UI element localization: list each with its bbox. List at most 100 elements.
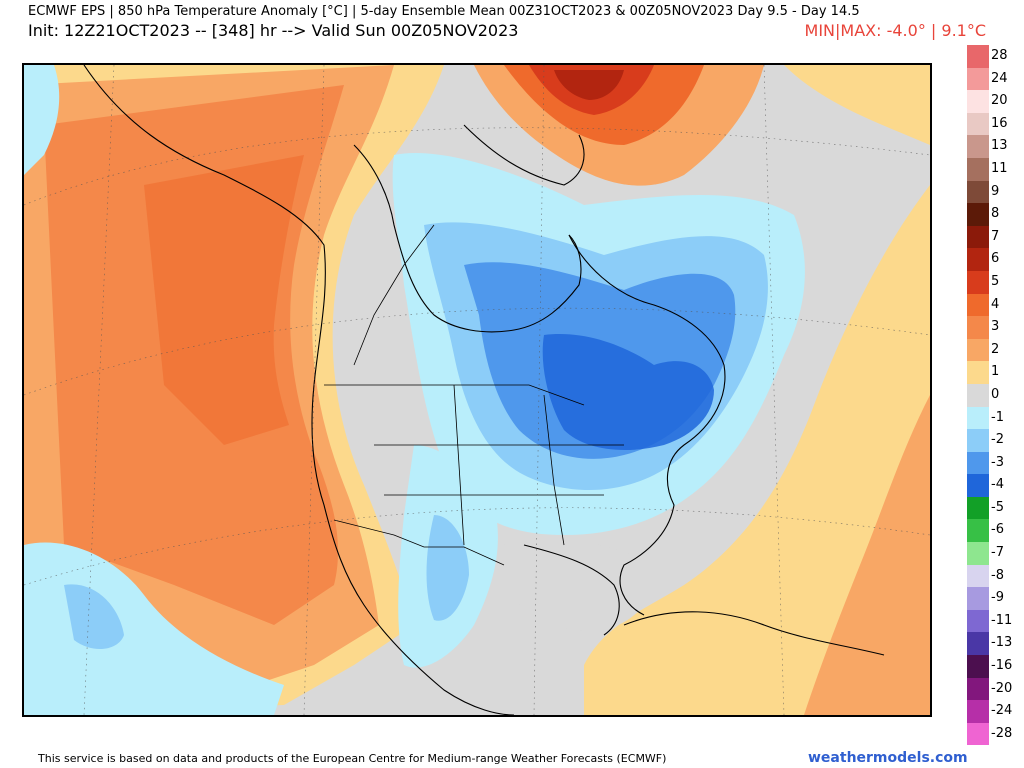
- legend-label: 4: [991, 296, 1000, 312]
- legend-swatch: [967, 542, 989, 565]
- legend-swatch: [967, 203, 989, 226]
- legend-swatch: [967, 338, 989, 362]
- legend-swatch: [967, 519, 989, 543]
- neutral-region-gulf: [504, 540, 652, 631]
- legend-swatch: [967, 587, 989, 610]
- legend-entry: -9: [967, 587, 1019, 610]
- legend-swatch: [967, 700, 989, 723]
- attribution-text: This service is based on data and produc…: [38, 752, 667, 765]
- legend-swatch: [967, 496, 989, 520]
- legend-label: -5: [991, 499, 1004, 515]
- legend-swatch: [967, 406, 989, 430]
- legend-entry: 7: [967, 225, 1019, 249]
- legend-label: 5: [991, 273, 1000, 289]
- legend-entry: 20: [967, 90, 1019, 113]
- legend-label: -2: [991, 432, 1004, 448]
- min-max-readout: MIN|MAX: -4.0° | 9.1°C: [804, 21, 986, 40]
- legend-entry: -2: [967, 429, 1019, 452]
- legend-swatch: [967, 248, 989, 271]
- coastlines: [83, 65, 885, 715]
- legend-entry: 0: [967, 383, 1019, 407]
- legend-entry: -13: [967, 632, 1019, 656]
- legend-entry: -7: [967, 542, 1019, 565]
- warm-region-plus4: [144, 155, 304, 445]
- legend-label: 24: [991, 70, 1008, 86]
- legend-swatch: [967, 67, 989, 91]
- legend-entry: 6: [967, 248, 1019, 271]
- warm-region-atlantic: [584, 185, 930, 715]
- legend-swatch: [967, 429, 989, 452]
- legend-label: 28: [991, 48, 1008, 63]
- legend-swatch: [967, 270, 989, 294]
- legend-label: -7: [991, 545, 1004, 561]
- color-legend: 28 24 20 16 13 11 9 8 7 6 5 4 3 2 1 0 -1 -2 -3 -4 -5 -6 -7 -8 -9…: [967, 45, 1019, 746]
- legend-label: -16: [991, 658, 1013, 674]
- legend-swatch: [967, 655, 989, 678]
- legend-entry: 4: [967, 293, 1019, 317]
- legend-entry: 1: [967, 361, 1019, 384]
- legend-swatch: [967, 316, 989, 339]
- cool-pocket-northwest: [24, 65, 60, 175]
- legend-swatch: [967, 112, 989, 136]
- legend-entry: -4: [967, 474, 1019, 497]
- legend-swatch: [967, 157, 989, 181]
- legend-entry: 28: [967, 45, 1019, 68]
- legend-entry: -16: [967, 655, 1019, 678]
- cool-region-minus4: [542, 334, 714, 450]
- legend-entry: -5: [967, 496, 1019, 520]
- legend-swatch: [967, 609, 989, 633]
- legend-swatch: [967, 225, 989, 249]
- legend-label: 9: [991, 183, 1000, 199]
- legend-label: -8: [991, 567, 1004, 583]
- legend-entry: 2: [967, 338, 1019, 362]
- legend-entry: 11: [967, 157, 1019, 181]
- anomaly-map-canvas: [24, 65, 930, 715]
- legend-entry: -3: [967, 451, 1019, 475]
- legend-entry: -28: [967, 722, 1019, 746]
- legend-label: -28: [991, 725, 1013, 741]
- legend-label: 16: [991, 115, 1008, 131]
- legend-label: -9: [991, 590, 1004, 606]
- legend-entry: -8: [967, 564, 1019, 588]
- legend-swatch: [967, 361, 989, 384]
- legend-entry: -6: [967, 519, 1019, 543]
- legend-swatch: [967, 722, 989, 746]
- legend-entry: -20: [967, 677, 1019, 701]
- chart-title-line2: Init: 12Z21OCT2023 -- [348] hr --> Valid…: [28, 21, 519, 40]
- legend-swatch: [967, 180, 989, 204]
- legend-swatch: [967, 90, 989, 113]
- legend-label: -3: [991, 454, 1004, 470]
- legend-label: 20: [991, 93, 1008, 109]
- political-borders: [324, 224, 624, 566]
- legend-label: -24: [991, 703, 1013, 719]
- warm-region-northeast: [784, 65, 930, 145]
- legend-swatch: [967, 677, 989, 701]
- legend-label: -20: [991, 680, 1013, 696]
- legend-label: 11: [991, 160, 1008, 176]
- legend-label: 13: [991, 138, 1008, 154]
- legend-entry: 8: [967, 203, 1019, 226]
- graticule: [24, 65, 930, 715]
- legend-entry: -11: [967, 609, 1019, 633]
- warm-region-greenland-max: [554, 70, 624, 100]
- legend-label: -4: [991, 477, 1004, 493]
- legend-swatch: [967, 383, 989, 407]
- legend-label: 1: [991, 364, 1000, 380]
- chart-title-line1: ECMWF EPS | 850 hPa Temperature Anomaly …: [28, 4, 860, 19]
- cool-pocket-pacific: [64, 584, 124, 650]
- legend-swatch: [967, 474, 989, 497]
- legend-entry: 16: [967, 112, 1019, 136]
- brand-link[interactable]: weathermodels.com: [808, 750, 968, 766]
- legend-entry: -24: [967, 700, 1019, 723]
- legend-swatch: [967, 45, 989, 68]
- legend-entry: 5: [967, 270, 1019, 294]
- legend-swatch: [967, 451, 989, 475]
- legend-swatch: [967, 135, 989, 158]
- legend-label: 3: [991, 319, 1000, 335]
- cool-pocket-mexico: [426, 515, 469, 621]
- legend-label: -11: [991, 612, 1013, 628]
- legend-entry: 24: [967, 67, 1019, 91]
- legend-label: 7: [991, 228, 1000, 244]
- legend-label: -1: [991, 409, 1004, 425]
- legend-swatch: [967, 293, 989, 317]
